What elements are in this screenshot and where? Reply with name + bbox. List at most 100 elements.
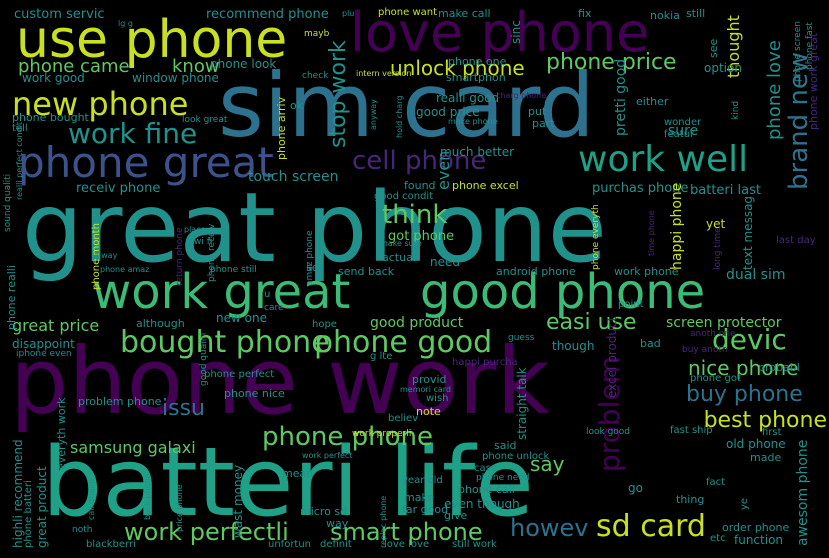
cloud-word: case xyxy=(474,463,497,474)
cloud-word: work good xyxy=(22,71,85,85)
cloud-word: look good xyxy=(586,427,631,437)
cloud-word: buy phone xyxy=(686,382,803,407)
cloud-word: yet xyxy=(706,217,726,231)
cloud-word: actual xyxy=(382,251,416,264)
cloud-word: disappoint xyxy=(12,337,75,351)
cloud-word: believ xyxy=(388,413,419,424)
cloud-word: sd card xyxy=(596,509,706,544)
cloud-word: phone want xyxy=(378,7,438,18)
cloud-word: wonder xyxy=(664,117,702,128)
cloud-word: check xyxy=(302,71,329,81)
cloud-word: work great xyxy=(92,264,351,320)
cloud-word: work fine xyxy=(68,117,198,150)
cloud-word: work phone xyxy=(614,265,679,278)
cloud-word: work well xyxy=(578,139,749,180)
cloud-word: nice phone xyxy=(688,356,799,380)
cloud-word: phone came xyxy=(18,56,130,77)
cloud-word: return phone xyxy=(175,227,185,286)
cloud-word: think xyxy=(382,200,448,230)
cloud-word: phone still xyxy=(210,265,257,275)
cloud-word: batteri last xyxy=(690,183,761,198)
cloud-word: plu xyxy=(342,9,355,18)
cloud-word: either xyxy=(636,95,669,108)
cloud-word: phone realli xyxy=(5,265,18,330)
cloud-word: etc xyxy=(710,533,726,544)
cloud-word: phone everyth xyxy=(591,204,601,270)
cloud-word: everyth work xyxy=(55,397,68,470)
cloud-word: long time xyxy=(713,227,723,270)
cloud-word: great phone xyxy=(22,172,607,284)
cloud-word: mayb xyxy=(304,29,330,39)
cloud-word: phone great xyxy=(18,138,274,187)
cloud-word: phone phone xyxy=(262,422,433,452)
cloud-word: sound qualiti xyxy=(3,173,13,232)
cloud-word: sinc xyxy=(509,20,523,44)
cloud-word: go xyxy=(628,481,643,495)
cloud-word: much better xyxy=(440,145,515,159)
cloud-word: phone excel xyxy=(452,179,519,192)
cloud-word: smart phone xyxy=(330,518,483,546)
cloud-word: memori card xyxy=(400,385,451,394)
cloud-word: window phone xyxy=(132,71,219,85)
cloud-word: use phone xyxy=(16,10,288,70)
cloud-word: great price xyxy=(12,316,100,335)
cloud-word: anoth one xyxy=(690,329,736,339)
cloud-word: back phone xyxy=(143,473,152,520)
cloud-word: samsung galaxi xyxy=(70,438,196,457)
cloud-word: see xyxy=(707,38,720,58)
cloud-word: micro sd xyxy=(300,505,348,518)
cloud-word: replac phone xyxy=(379,495,388,548)
cloud-word: time phone xyxy=(647,210,656,256)
cloud-word: mean xyxy=(282,467,314,480)
cloud-word: point xyxy=(618,299,644,310)
cloud-word: although xyxy=(136,317,185,330)
cloud-word: straight talk xyxy=(515,367,529,440)
cloud-word: phone amaz xyxy=(100,265,150,274)
cloud-word: give xyxy=(444,509,468,522)
cloud-word: phone screen xyxy=(793,21,803,82)
cloud-word: great product xyxy=(35,466,49,548)
cloud-word: wi fi xyxy=(194,237,213,247)
cloud-word: ok xyxy=(290,99,304,112)
cloud-word: year old xyxy=(402,475,443,486)
cloud-word: phone batteri xyxy=(23,480,34,548)
cloud-word: work perfectli xyxy=(124,518,289,546)
cloud-word: amaz phone xyxy=(305,230,315,286)
cloud-word: care xyxy=(264,303,284,313)
cloud-word: phone call xyxy=(458,483,515,496)
cloud-word: sim card xyxy=(218,54,595,157)
cloud-word: put xyxy=(528,105,547,118)
cloud-word: phone price xyxy=(546,50,677,75)
cloud-word: old phone xyxy=(726,437,786,451)
cloud-word: smartphon xyxy=(446,71,506,84)
cloud-word: probabl xyxy=(758,361,800,374)
cloud-word: make phone xyxy=(448,117,498,126)
cloud-word: option xyxy=(704,61,742,75)
cloud-word: make xyxy=(404,491,435,504)
cloud-word: last day xyxy=(776,235,816,246)
cloud-word: note xyxy=(416,405,441,418)
cloud-word: issu xyxy=(162,396,205,421)
cloud-word: phone look xyxy=(210,57,277,71)
cloud-word: phone one xyxy=(448,55,507,68)
cloud-word: new one xyxy=(216,311,267,325)
cloud-word: hope xyxy=(312,319,337,330)
cloud-word: set xyxy=(306,261,323,274)
cloud-word: call qualiti xyxy=(87,478,96,520)
cloud-word: need xyxy=(430,255,460,269)
cloud-word: text messag xyxy=(741,195,755,270)
cloud-word: thing xyxy=(676,493,705,506)
cloud-word: make call xyxy=(438,7,491,20)
cloud-word: fact xyxy=(706,477,726,488)
cloud-word: price phone xyxy=(175,484,184,533)
cloud-word: way xyxy=(326,517,349,530)
cloud-word: wish xyxy=(426,393,449,404)
cloud-word: definit xyxy=(320,539,352,550)
cloud-word: look great xyxy=(182,115,228,125)
cloud-word: kind xyxy=(731,100,741,120)
cloud-word: phone good xyxy=(314,325,493,360)
cloud-word: happi purcha xyxy=(452,357,518,368)
cloud-word: excel product xyxy=(605,316,619,398)
cloud-word: say xyxy=(530,452,565,476)
